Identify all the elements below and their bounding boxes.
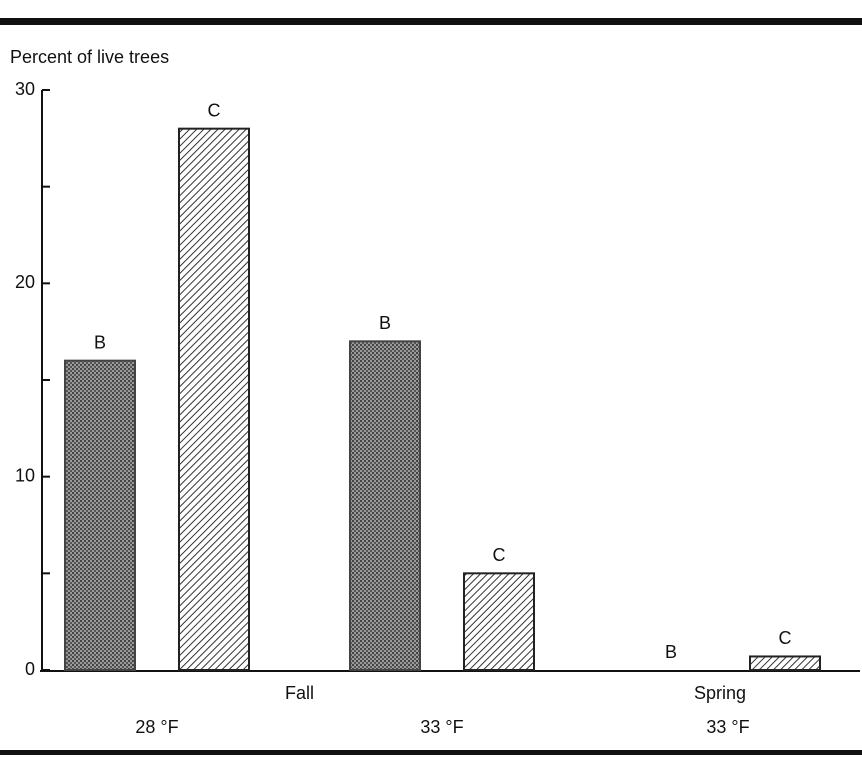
bar — [349, 340, 421, 671]
top-rule — [0, 18, 862, 25]
y-tick-label: 0 — [25, 659, 35, 679]
bar-label: C — [493, 545, 506, 565]
bar-label: C — [208, 100, 221, 120]
y-tick-label: 20 — [15, 272, 35, 292]
x-tick-label: 28 °F — [135, 717, 178, 737]
bar — [178, 127, 250, 671]
x-group-label: Fall — [285, 683, 314, 703]
x-group-label: Spring — [694, 683, 746, 703]
bar — [64, 359, 136, 671]
bar-label: B — [379, 313, 391, 333]
bar — [463, 572, 535, 671]
y-tick-label: 30 — [15, 79, 35, 99]
bar-label: C — [779, 628, 792, 648]
bar — [749, 655, 821, 672]
x-tick-label: 33 °F — [420, 717, 463, 737]
y-axis-label: Percent of live trees — [10, 47, 169, 67]
bar-label: B — [94, 332, 106, 352]
bar-label: B — [665, 642, 677, 662]
x-tick-label: 33 °F — [706, 717, 749, 737]
bottom-rule — [0, 750, 862, 755]
y-tick-label: 10 — [15, 465, 35, 485]
